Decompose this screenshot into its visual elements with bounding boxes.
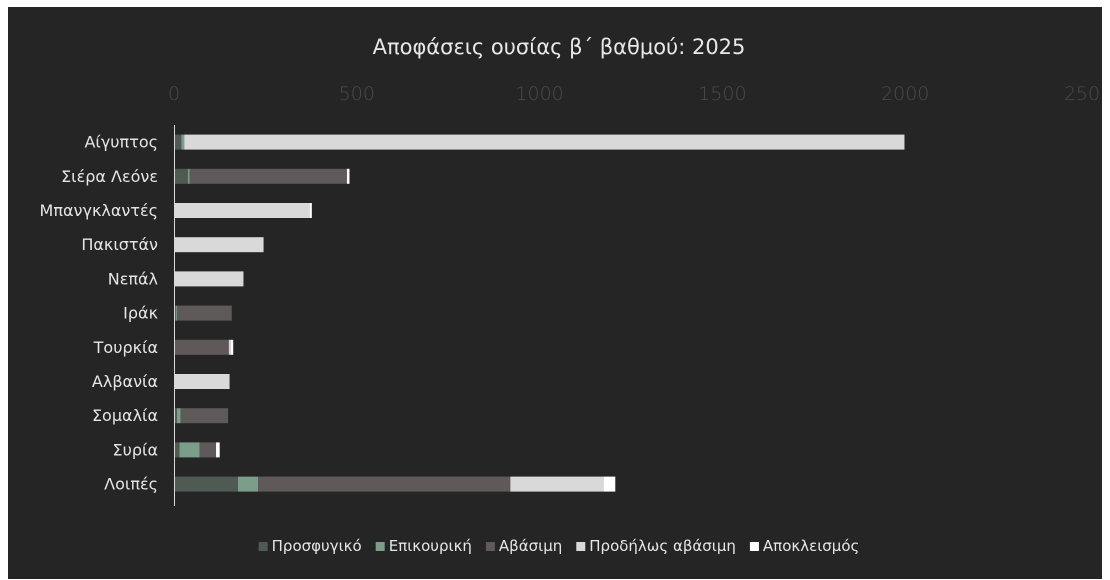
x-tick-label: 2000: [881, 83, 929, 105]
bar-segment: [174, 168, 188, 184]
bar-segment: [174, 476, 238, 492]
bar-segment: [510, 476, 604, 492]
bar-segment: [237, 476, 259, 492]
y-tick-label: Πακιστάν: [81, 235, 158, 254]
bar-segment: [181, 134, 185, 150]
bar-segment: [216, 442, 220, 458]
y-axis-ticks: Αίγυπτος Σιέρα Λεόνε Μπανγκλαντές Πακιστάν Ν…: [40, 133, 159, 494]
bar-segment: [176, 408, 181, 424]
bar-segment: [175, 305, 177, 321]
legend-label: Προδήλως αβάσιμη: [589, 537, 736, 555]
y-tick-label: Μπανγκλαντές: [40, 201, 158, 220]
bar-segment: [184, 134, 905, 150]
bar-segment: [228, 339, 231, 355]
bar-segment: [174, 203, 310, 218]
legend: Προσφυγικό Επικουρική Αβάσιμη Προδήλως αβάσ…: [258, 537, 859, 555]
legend-label: Αποκλεισμός: [763, 537, 859, 555]
bar-segment: [309, 203, 312, 218]
bar-segment: [603, 476, 616, 492]
legend-swatch: [485, 542, 495, 551]
bar-segment: [230, 339, 234, 355]
legend-swatch: [258, 542, 268, 551]
legend-swatch: [375, 542, 385, 551]
bar-segment: [180, 408, 229, 424]
bar-segment: [199, 442, 217, 458]
bar-segment: [346, 168, 350, 184]
x-axis-ticks: 0 500 1000 1500 2000 2500: [168, 83, 1102, 105]
bar-segment: [174, 442, 180, 458]
bars: [174, 134, 905, 492]
bar-segment: [179, 442, 200, 458]
bar-segment: [174, 237, 264, 253]
legend-swatch: [749, 542, 759, 551]
chart-svg: Αποφάσεις ουσίας β΄ βαθμού: 2025 0 500 100…: [40, 35, 1102, 555]
y-tick-label: Αλβανία: [92, 372, 158, 391]
y-tick-label: Ιράκ: [123, 304, 158, 323]
y-tick-label: Σομαλία: [92, 406, 158, 425]
bar-segment: [189, 168, 347, 184]
bar-segment: [176, 305, 232, 321]
bar-segment: [174, 134, 182, 150]
y-tick-label: Λοιπές: [104, 475, 158, 494]
bar-segment: [187, 168, 190, 184]
x-tick-label: 2500: [1064, 83, 1102, 105]
legend-swatch: [576, 542, 586, 551]
y-tick-label: Αίγυπτος: [84, 133, 158, 152]
legend-label: Προσφυγικό: [272, 537, 362, 555]
x-tick-label: 500: [339, 83, 375, 105]
y-tick-label: Συρία: [113, 440, 158, 459]
x-tick-label: 0: [168, 83, 180, 105]
legend-label: Επικουρική: [389, 537, 472, 555]
chart-frame: Αποφάσεις ουσίας β΄ βαθμού: 2025 0 500 100…: [8, 7, 1102, 579]
x-tick-label: 1500: [698, 83, 746, 105]
y-tick-label: Νεπάλ: [108, 269, 158, 288]
legend-label: Αβάσιμη: [499, 537, 562, 555]
bar-segment: [174, 408, 177, 424]
bar-segment: [174, 339, 229, 355]
bar-segment: [174, 271, 244, 287]
y-tick-label: Τουρκία: [93, 338, 158, 357]
bar-segment: [174, 374, 230, 389]
chart-title: Αποφάσεις ουσίας β΄ βαθμού: 2025: [373, 35, 746, 59]
y-tick-label: Σιέρα Λεόνε: [61, 167, 158, 186]
x-tick-label: 1000: [515, 83, 563, 105]
bar-segment: [258, 476, 511, 492]
